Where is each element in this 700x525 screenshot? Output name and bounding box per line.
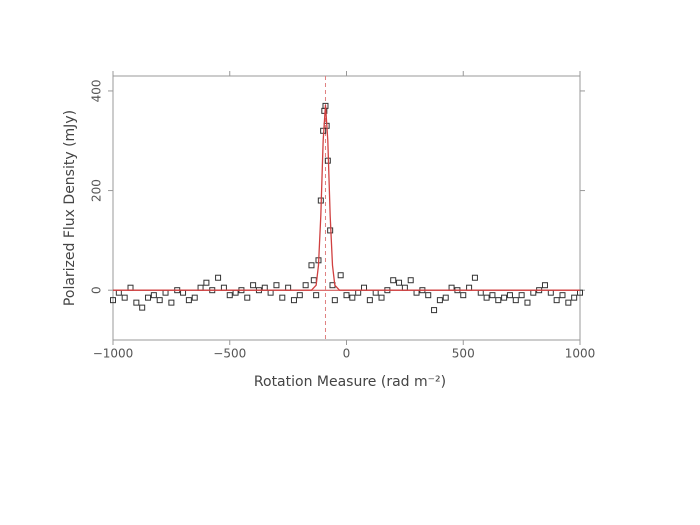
data-point	[407, 277, 414, 284]
data-point	[571, 294, 578, 301]
data-point	[466, 284, 473, 291]
data-point	[220, 284, 227, 291]
data-point	[145, 294, 152, 301]
data-point	[565, 299, 572, 306]
data-point	[337, 272, 344, 279]
data-point	[215, 274, 222, 281]
data-point	[115, 289, 122, 296]
x-tick-label: 1000	[565, 347, 596, 361]
data-point	[273, 282, 280, 289]
data-point	[150, 292, 157, 299]
data-point	[366, 297, 373, 304]
data-point	[489, 292, 496, 299]
y-tick-label: 200	[90, 179, 104, 202]
data-point	[191, 294, 198, 301]
data-point	[185, 297, 192, 304]
data-point	[267, 289, 274, 296]
data-point	[121, 294, 128, 301]
data-point	[232, 289, 239, 296]
data-point	[390, 277, 397, 284]
data-point	[471, 274, 478, 281]
data-point	[296, 292, 303, 299]
data-point	[506, 292, 513, 299]
data-point	[261, 284, 268, 291]
data-point	[279, 294, 286, 301]
data-point	[431, 307, 438, 314]
data-point	[139, 304, 146, 311]
data-point	[401, 284, 408, 291]
data-point	[285, 284, 292, 291]
data-point	[290, 297, 297, 304]
x-tick-label: −1000	[93, 347, 134, 361]
plot-frame	[112, 75, 581, 341]
data-point	[547, 289, 554, 296]
data-point	[302, 282, 309, 289]
data-point	[110, 297, 116, 304]
data-point	[355, 289, 362, 296]
data-point	[495, 297, 502, 304]
data-point	[541, 282, 548, 289]
data-point	[442, 294, 449, 301]
y-tick-label: 0	[90, 286, 104, 294]
data-point	[127, 284, 134, 291]
x-tick-label: −500	[213, 347, 246, 361]
fit-line	[113, 104, 580, 291]
data-point	[197, 284, 204, 291]
data-point	[162, 289, 169, 296]
x-tick-label: 500	[452, 347, 475, 361]
data-point	[553, 297, 560, 304]
data-point	[244, 294, 251, 301]
data-point	[559, 292, 566, 299]
data-point	[518, 292, 525, 299]
data-point	[378, 294, 385, 301]
data-point	[250, 282, 257, 289]
data-point	[331, 297, 338, 304]
data-point	[483, 294, 490, 301]
data-point	[313, 292, 320, 299]
data-point	[530, 289, 537, 296]
data-point	[477, 289, 484, 296]
data-point	[308, 262, 315, 269]
data-point	[343, 292, 350, 299]
data-point	[501, 294, 508, 301]
data-point	[203, 279, 210, 286]
data-point	[448, 284, 455, 291]
data-point	[156, 297, 163, 304]
data-point	[349, 294, 356, 301]
x-tick-label: 0	[343, 347, 351, 361]
data-point	[413, 289, 420, 296]
data-point	[226, 292, 233, 299]
y-tick-label: 400	[90, 79, 104, 102]
data-point	[372, 289, 379, 296]
y-axis-title: Polarized Flux Density (mJy)	[62, 110, 78, 306]
data-point	[436, 297, 443, 304]
data-point	[425, 292, 432, 299]
data-point	[168, 299, 175, 306]
data-point	[133, 299, 140, 306]
data-point	[180, 289, 187, 296]
data-point	[310, 277, 317, 284]
x-axis-title: Rotation Measure (rad m⁻²)	[254, 374, 446, 390]
data-point	[361, 284, 368, 291]
data-point	[396, 279, 403, 286]
data-point	[460, 292, 467, 299]
data-point	[524, 299, 531, 306]
data-point	[512, 297, 519, 304]
